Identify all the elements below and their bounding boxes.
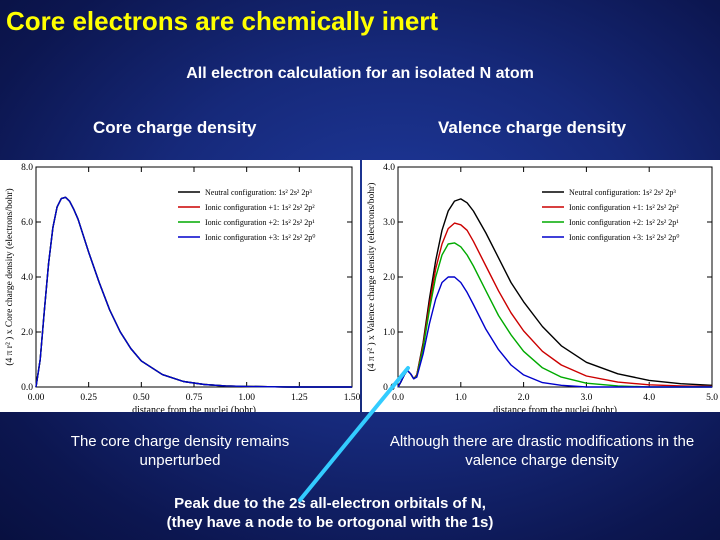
valence-series-line-1 <box>397 222 713 388</box>
slide-title: Core electrons are chemically inert <box>6 6 439 36</box>
valence-xtick-label: 2.0 <box>518 393 530 403</box>
valence-caption: Although there are drastic modifications… <box>389 433 695 469</box>
valence-ytick-label: 4.0 <box>383 163 395 173</box>
valence-density-plot: 0.0 1.0 2.0 3.0 4.0 5.0 0.0 1.0 2.0 3.0 4.0 distanc… <box>366 163 718 412</box>
valence-series-line-0 <box>397 198 713 388</box>
valence-ytick-label: 2.0 <box>383 273 395 283</box>
core-ytick-label: 0.0 <box>21 383 33 393</box>
valence-plot-frame <box>397 166 713 388</box>
core-xtick-label: 1.50 <box>344 393 360 403</box>
slide-subtitle: All electron calculation for an isolated… <box>186 65 534 82</box>
valence-legend-label: Ionic configuration +1: 1s² 2s² 2p² <box>569 203 679 212</box>
core-legend-label: Ionic configuration +1: 1s² 2s² 2p² <box>205 203 315 212</box>
core-density-chart: 0.00 0.25 0.50 0.75 1.00 1.25 1.50 0.0 2.0 4.0 6.0… <box>0 160 360 412</box>
valence-density-chart: 0.0 1.0 2.0 3.0 4.0 5.0 0.0 1.0 2.0 3.0 4.0 distanc… <box>362 160 720 412</box>
core-caption: The core charge density remains unpertur… <box>70 433 290 469</box>
core-xtick-label: 0.50 <box>133 393 150 403</box>
valence-xtick-label: 3.0 <box>580 393 592 403</box>
valence-y-axis-label: (4 π r² ) x Valence charge density (elec… <box>366 183 377 372</box>
valence-series-line-2 <box>397 242 712 388</box>
peak-annotation-line-1: Peak due to the 2s all-electron orbitals… <box>174 495 486 512</box>
peak-annotation-line-2: (they have a node to be ortogonal with t… <box>166 514 494 531</box>
core-ytick-label: 2.0 <box>21 328 33 338</box>
valence-legend-label: Ionic configuration +2: 1s² 2s² 2p¹ <box>569 218 679 227</box>
core-chart-heading: Core charge density <box>93 118 257 137</box>
valence-legend-label: Neutral configuration: 1s² 2s² 2p³ <box>569 188 676 197</box>
core-y-axis-label: (4 π r² ) x Core charge density (electro… <box>4 188 15 365</box>
valence-xtick-label: 0.0 <box>392 393 404 403</box>
core-xtick-label: 0.75 <box>186 393 203 403</box>
core-series-line-3 <box>35 196 352 388</box>
core-legend-label: Ionic configuration +3: 1s² 2s² 2p⁰ <box>205 233 316 242</box>
peak-annotation: Peak due to the 2s all-electron orbitals… <box>100 494 560 532</box>
core-ytick-label: 8.0 <box>21 163 33 173</box>
core-density-plot: 0.00 0.25 0.50 0.75 1.00 1.25 1.50 0.0 2.0 4.0 6.0… <box>4 163 360 412</box>
valence-xtick-label: 4.0 <box>643 393 655 403</box>
core-ytick-label: 4.0 <box>21 273 33 283</box>
valence-x-axis-label: distance from the nuclei (bohr) <box>493 405 617 412</box>
valence-series-line-3 <box>397 276 712 388</box>
core-xtick-label: 1.25 <box>291 393 308 403</box>
valence-ytick-label: 3.0 <box>383 218 395 228</box>
core-legend-label: Ionic configuration +2: 1s² 2s² 2p¹ <box>205 218 315 227</box>
core-legend-label: Neutral configuration: 1s² 2s² 2p³ <box>205 188 312 197</box>
valence-xtick-label: 1.0 <box>455 393 467 403</box>
core-xtick-label: 0.25 <box>80 393 97 403</box>
valence-chart-heading: Valence charge density <box>438 118 627 137</box>
valence-xtick-label: 5.0 <box>706 393 718 403</box>
core-plot-frame <box>35 166 353 388</box>
core-xtick-label: 1.00 <box>238 393 255 403</box>
valence-ytick-label: 1.0 <box>383 328 395 338</box>
valence-ytick-label: 0.0 <box>383 383 395 393</box>
core-xtick-label: 0.00 <box>28 393 45 403</box>
core-ytick-label: 6.0 <box>21 218 33 228</box>
valence-legend-label: Ionic configuration +3: 1s² 2s² 2p⁰ <box>569 233 680 242</box>
core-x-axis-label: distance from the nuclei (bohr) <box>132 405 256 412</box>
